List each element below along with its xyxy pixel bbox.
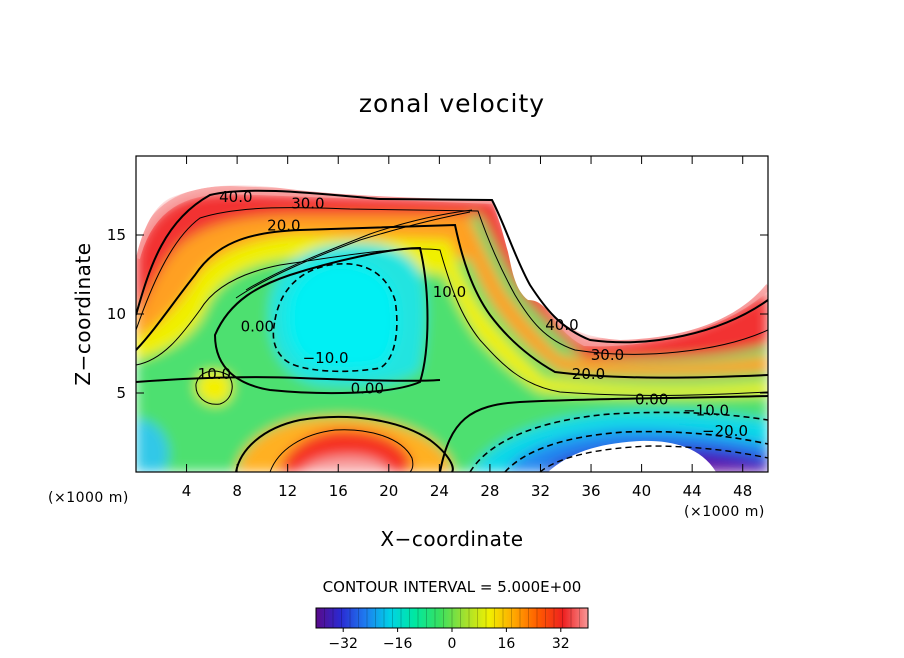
- contour-line-0-mid: [136, 376, 441, 383]
- contour-label: 30.0: [591, 346, 624, 364]
- y-axis-ticks: 5 10 15: [107, 226, 768, 402]
- contour-label: −10.0: [683, 401, 729, 419]
- colorbar-tick-label: −32: [328, 636, 358, 652]
- x-tick-label: 8: [232, 482, 242, 500]
- contour-label: 10.0: [198, 365, 231, 383]
- contour-line-10-upper: [136, 248, 768, 396]
- contour-label: −10.0: [303, 349, 349, 367]
- x-tick-label: 44: [683, 482, 702, 500]
- contour-label: 40.0: [545, 316, 578, 334]
- colorbar-tick-label: −16: [383, 636, 413, 652]
- colorbar: −32 −16 0 16 32: [315, 607, 589, 652]
- contour-line-40-left: [136, 189, 768, 344]
- x-axis-ticks: 4 8 12 16 20 24 28 32 36 40 44 48: [182, 156, 752, 500]
- contour-label: 40.0: [219, 188, 252, 206]
- blank-region-bottom: [548, 440, 716, 472]
- x-tick-label: 28: [480, 482, 499, 500]
- colorbar-tick-label: 0: [448, 636, 457, 652]
- y-tick-label: 15: [107, 226, 126, 244]
- x-tick-label: 16: [329, 482, 348, 500]
- plot-area: 40.0 30.020.010.00.00−10.00.0010.040.030.…: [135, 155, 769, 473]
- field-region-negative-core-center: [288, 262, 397, 369]
- contour-label: −20.0: [702, 422, 748, 440]
- x-tick-label: 36: [581, 482, 600, 500]
- contour-line-low-jet: [235, 415, 454, 472]
- x-tick-label: 24: [430, 482, 449, 500]
- contour-line-20: [136, 223, 768, 379]
- contour-line-0-upper: [213, 246, 429, 395]
- contour-line-shear: [235, 211, 471, 299]
- x-tick-label: 48: [733, 482, 752, 500]
- colorbar-gradient: [316, 608, 588, 628]
- field-region-upper-yellow: [136, 235, 768, 397]
- contour-line-neg20: [504, 430, 768, 472]
- colorbar-ticks: −32 −16 0 16 32: [328, 628, 570, 652]
- field-region-low-jet-pink: [300, 456, 390, 472]
- contour-line-low-jet-inner: [269, 429, 414, 472]
- x-tick-label: 32: [531, 482, 550, 500]
- chart-title: zonal velocity: [359, 89, 545, 118]
- contour-line-0-lower: [439, 395, 768, 472]
- x-tick-label: 20: [379, 482, 398, 500]
- y-axis-title: Z−coordinate: [71, 242, 95, 385]
- contour-label: 10.0: [433, 283, 466, 301]
- colorbar-tick-label: 32: [552, 636, 570, 652]
- x-tick-label: 40: [632, 482, 651, 500]
- contour-label: 0.00: [351, 379, 384, 397]
- field-region-upper-red: [136, 192, 768, 359]
- x-tick-label: 4: [182, 482, 192, 500]
- contour-label: 30.0: [291, 194, 324, 212]
- y-tick-label: 10: [107, 305, 126, 323]
- x-axis-title: X−coordinate: [380, 527, 523, 551]
- contour-interval-note: CONTOUR INTERVAL = 5.000E+00: [323, 578, 582, 596]
- field-region-left-pocket: [195, 371, 233, 405]
- contour-labels: 40.0 30.020.010.00.00−10.00.0010.040.030.…: [198, 188, 748, 440]
- contour-line-neg10-lower: [469, 411, 768, 472]
- colorbar-tick-label: 16: [497, 636, 515, 652]
- contour-line-30: [136, 207, 768, 355]
- contour-label: 20.0: [267, 217, 300, 235]
- contour-label: 20.0: [572, 365, 605, 383]
- contour-line-shear-2: [245, 209, 473, 291]
- contour-label: 0.00: [241, 318, 274, 336]
- contour-line-left-pocket: [195, 370, 233, 405]
- contour-lines: [136, 189, 768, 472]
- y-unit-label: (×1000 m): [48, 490, 129, 506]
- x-tick-label: 12: [278, 482, 297, 500]
- contour-line-neg10: [272, 263, 398, 373]
- x-unit-label: (×1000 m): [684, 504, 765, 520]
- colorbar-divisions: [324, 608, 580, 628]
- field-region-bottom-left: [136, 419, 169, 472]
- contour-line-neg30: [539, 445, 768, 472]
- blank-region-top: [136, 156, 768, 340]
- y-tick-label: 5: [116, 384, 126, 402]
- contour-label: 0.00: [635, 390, 668, 408]
